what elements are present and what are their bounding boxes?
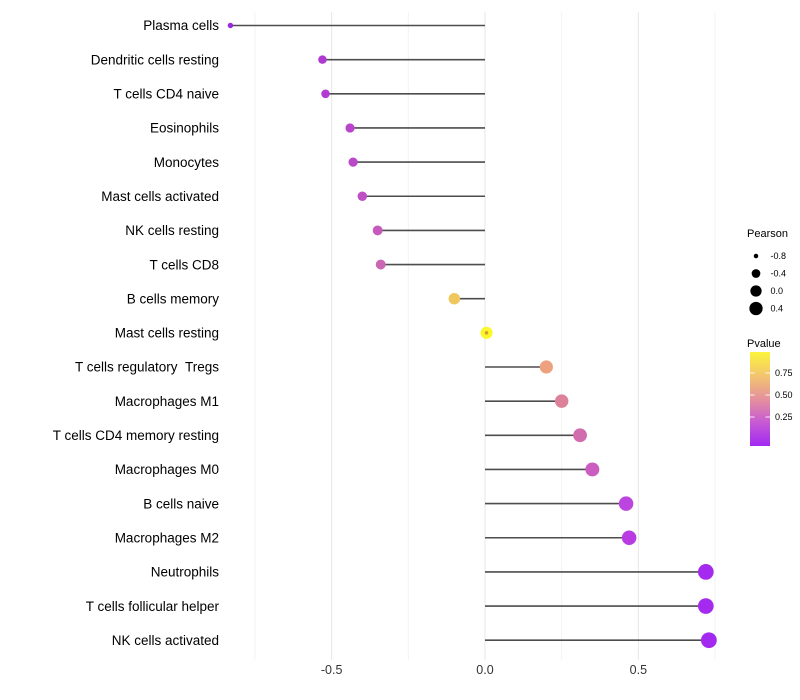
colorbar-tick-label: 0.50 [775,390,793,400]
data-point [697,564,714,580]
lollipop-row: Eosinophils [150,121,485,136]
legend-size-dot [750,285,762,297]
category-label: T cells follicular helper [86,599,220,614]
data-point [375,259,386,270]
category-label: B cells naive [143,496,219,511]
pvalue-legend-title: Pvalue [747,338,781,350]
lollipop-row: T cells CD8 [149,257,485,272]
legend-size-label: -0.8 [771,251,787,261]
data-point [448,292,461,305]
legend-size-dot [753,253,759,259]
data-point [697,598,714,614]
legend-size-label: -0.4 [771,269,787,279]
category-label: Plasma cells [143,18,219,33]
legend-size-label: 0.4 [771,304,784,314]
legend-size-label: 0.0 [771,286,784,296]
category-label: Monocytes [154,155,220,170]
category-label: B cells memory [127,291,220,306]
lollipop-row: B cells naive [143,496,634,511]
lollipop-row: NK cells activated [112,632,717,649]
lollipop-row: Mast cells resting [115,326,493,341]
data-point [321,89,330,99]
data-point [357,191,368,201]
pvalue-colorbar-ticks: 0.75 0.50 0.25 [750,368,793,422]
x-tick-label: -0.5 [321,663,343,677]
category-label: Mast cells resting [115,326,219,341]
lollipop-row: Plasma cells [143,18,485,33]
data-point [539,360,553,374]
category-label: Dendritic cells resting [91,52,219,67]
data-point [701,632,717,649]
pvalue-colorbar [750,352,770,446]
colorbar-tick-label: 0.25 [775,412,793,422]
data-point [554,394,569,408]
lollipop-row: T cells CD4 naive [113,87,485,102]
lollipop-row: Macrophages M2 [115,530,637,545]
data-point [227,22,234,29]
category-label: Neutrophils [151,565,220,580]
category-label: Mast cells activated [101,189,219,204]
lollipop-row: Neutrophils [151,564,714,580]
category-label: T cells CD4 naive [113,87,219,102]
lollipop-row: T cells CD4 memory resting [53,428,587,443]
lollipop-row: Macrophages M1 [115,394,569,409]
data-point [372,225,383,236]
lollipop-row: T cells regulatory Tregs [75,360,553,375]
lollipop-row: Dendritic cells resting [91,52,485,67]
lollipop-row: B cells memory [127,291,485,306]
x-tick-label: 0.0 [476,663,493,677]
lollipop-rows-group: Plasma cells Dendritic cells resting T cel… [53,18,717,649]
legend-group: Pearson -0.8-0.40.00.4 Pvalue 0.750.500.… [747,228,793,446]
category-label: NK cells resting [125,223,219,238]
lollipop-row: T cells follicular helper [86,598,714,614]
category-label: Macrophages M1 [115,394,219,409]
data-point [618,496,634,511]
category-label: T cells CD4 memory resting [53,428,219,443]
data-point-center [484,331,489,335]
pearson-legend-title: Pearson [747,228,788,240]
data-point [318,55,327,64]
category-label: T cells regulatory Tregs [75,360,219,375]
category-label: Eosinophils [150,121,219,136]
colorbar-tick-label: 0.75 [775,368,793,378]
pearson-size-legend: -0.8 -0.4 0.0 0.4 [749,251,787,316]
data-point [585,462,600,477]
x-tick-label: 0.5 [630,663,647,677]
data-point [345,123,355,133]
lollipop-row: NK cells resting [125,223,485,238]
category-label: NK cells activated [112,633,219,648]
x-axis-ticks-group: -0.5 0.0 0.5 [321,663,647,677]
lollipop-row: Monocytes [154,155,485,170]
data-point [573,428,587,443]
category-label: Macrophages M2 [115,530,219,545]
category-label: T cells CD8 [149,257,219,272]
legend-size-dot [749,301,763,316]
lollipop-row: Mast cells activated [101,189,485,204]
data-point [348,157,358,167]
data-point [621,530,637,546]
legend-size-dot [751,269,761,278]
category-label: Macrophages M0 [115,462,219,477]
lollipop-row: Macrophages M0 [115,462,600,477]
